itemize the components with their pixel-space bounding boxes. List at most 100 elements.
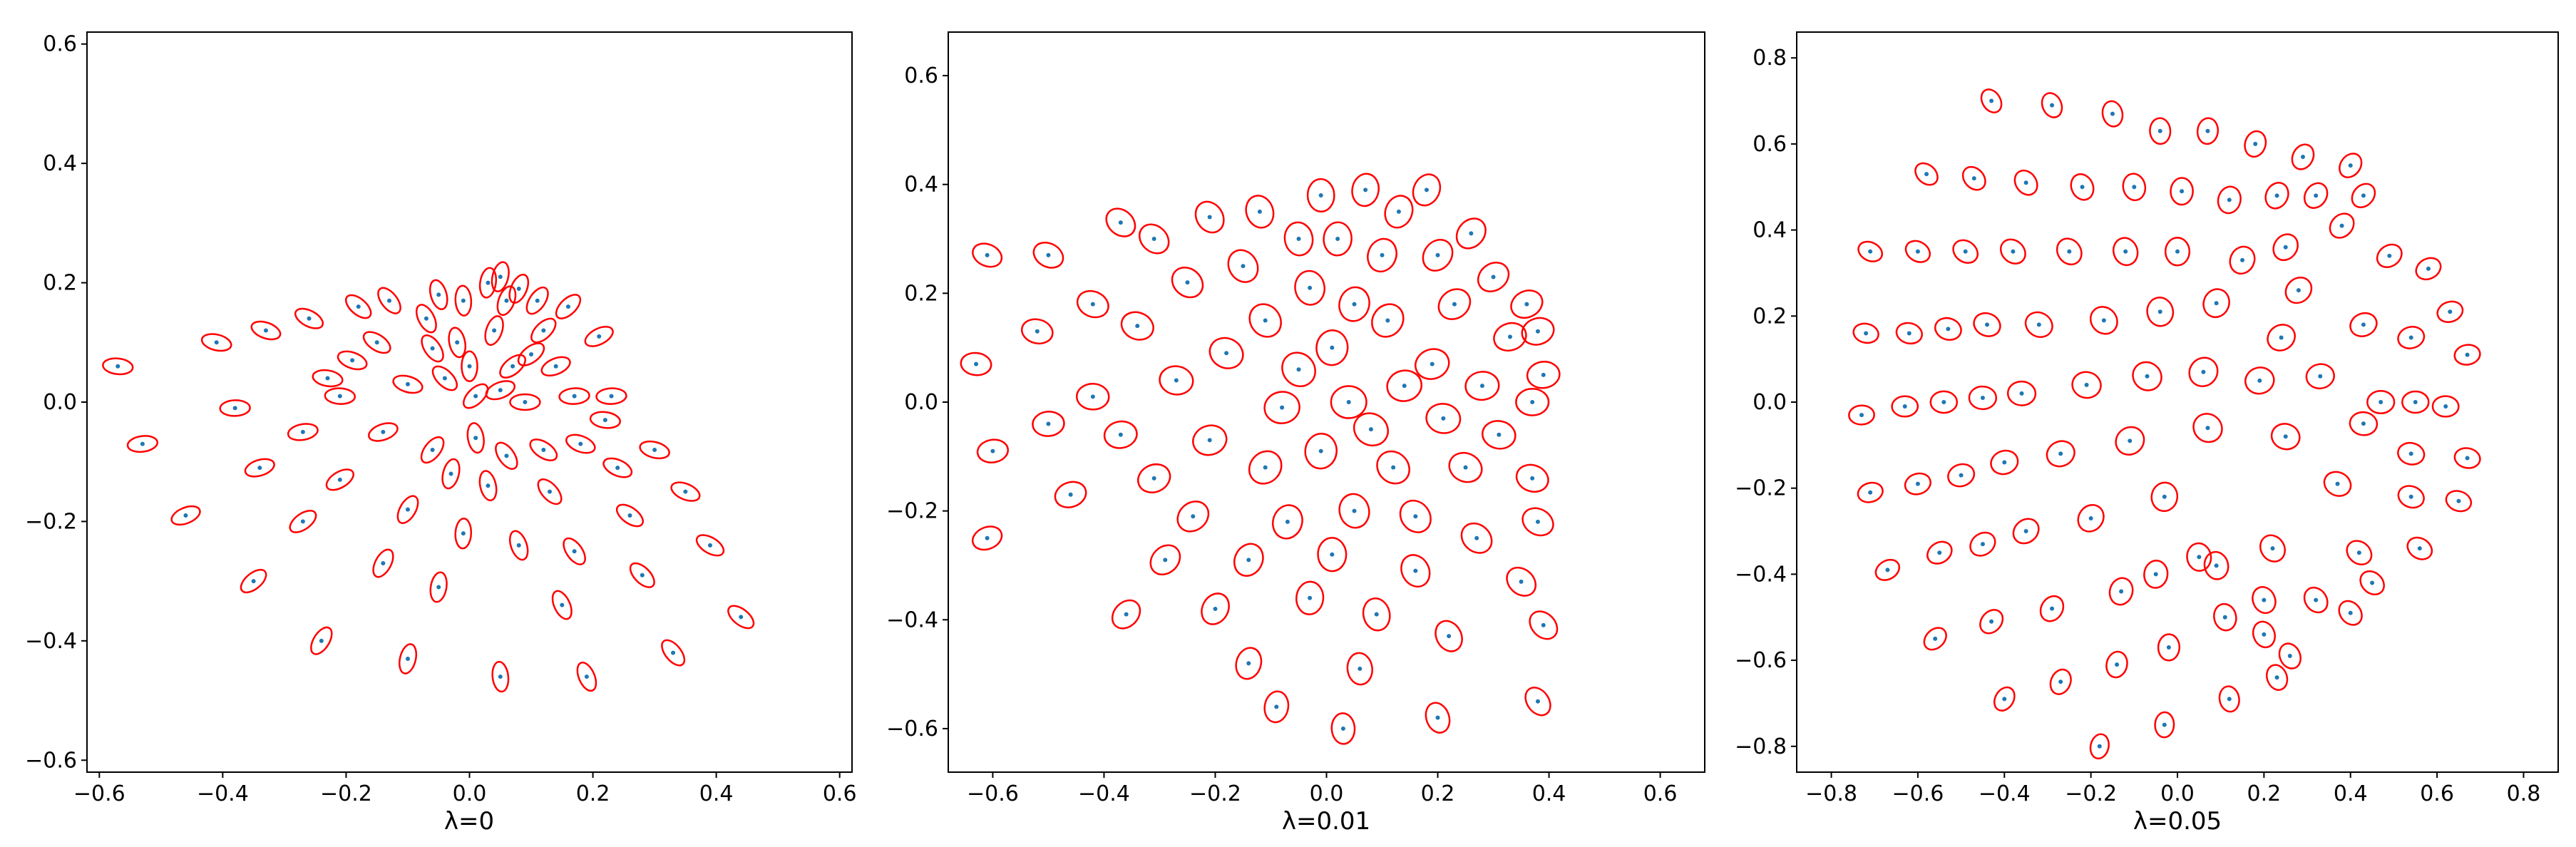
uncertainty-ellipse [2039,595,2065,622]
data-point [2318,374,2323,379]
uncertainty-ellipse [367,422,399,442]
uncertainty-ellipse [1848,404,1875,426]
data-point [1118,432,1123,437]
y-tick-label: 0.6 [43,32,77,57]
uncertainty-ellipse [1993,686,2016,712]
uncertainty-ellipse [1054,481,1087,508]
uncertainty-ellipse [2244,366,2275,395]
data-point [985,535,990,540]
data-point [1474,535,1479,540]
data-point [2084,382,2089,387]
data-point [739,615,744,620]
data-point [974,361,979,366]
uncertainty-ellipse [2303,586,2329,614]
uncertainty-ellipse [2170,177,2194,206]
data-point [1430,361,1435,366]
data-point [2456,498,2461,503]
data-point [1224,351,1229,356]
uncertainty-ellipse [337,350,368,371]
uncertainty-ellipse [1338,493,1370,529]
data-point [1068,492,1073,497]
uncertainty-ellipse [1283,221,1314,257]
y-tick-label: −0.4 [25,629,77,654]
data-point [2101,318,2106,323]
data-point [1507,334,1512,339]
data-point [2132,185,2137,190]
data-point [2279,335,2284,340]
x-axis-label: λ=0.05 [2133,807,2222,836]
uncertainty-ellipse [294,307,324,329]
x-tick-label: 0.0 [2160,781,2195,806]
data-point [1246,661,1251,666]
data-point [337,394,342,399]
data-point [652,447,657,452]
uncertainty-ellipse [421,334,444,363]
x-tick-label: 0.2 [576,781,610,806]
data-point [1241,264,1246,269]
uncertainty-ellipse [372,548,394,578]
data-point [1213,607,1218,612]
uncertainty-ellipse [429,279,448,310]
uncertainty-ellipse [2323,471,2352,497]
data-point [1191,514,1196,519]
uncertainty-ellipse [1149,544,1181,576]
data-point [2080,185,2085,190]
uncertainty-ellipse [2415,257,2442,281]
uncertainty-ellipse [1482,420,1517,450]
uncertainty-ellipse [250,320,282,341]
x-tick-label: 0.2 [1421,781,1455,806]
data-point [572,394,577,399]
uncertainty-ellipse [454,284,473,317]
data-point [1118,220,1123,225]
x-tick-label: −0.2 [320,781,372,806]
data-point [2205,426,2210,431]
uncertainty-ellipse [2339,153,2363,178]
uncertainty-ellipse [2401,390,2430,414]
uncertainty-ellipse [362,331,391,354]
data-point [1971,176,1976,181]
data-point [1163,558,1168,563]
uncertainty-ellipse [2192,413,2223,443]
data-point [1535,329,1540,334]
data-point [325,376,330,381]
data-point [1151,476,1156,481]
data-point [640,573,645,578]
data-point [1980,395,1985,400]
uncertainty-ellipse [484,315,504,346]
uncertainty-ellipse [540,356,571,377]
uncertainty-ellipse [1477,262,1510,292]
uncertainty-ellipse [2213,602,2237,632]
data-point [671,650,676,655]
data-point [1151,237,1156,242]
uncertainty-ellipse [976,438,1009,463]
uncertainty-ellipse [2453,344,2481,366]
y-tick-label: 0.2 [43,271,77,296]
uncertainty-ellipse [2101,100,2124,128]
uncertainty-ellipse [1346,652,1373,686]
uncertainty-ellipse [1248,303,1282,338]
data-point [1413,568,1418,573]
uncertainty-ellipse [1529,610,1559,640]
uncertainty-ellipse [639,440,670,460]
data-point [2157,128,2162,133]
uncertainty-ellipse [1192,424,1228,456]
data-point [1346,400,1351,404]
data-point [1530,476,1535,481]
data-layer [102,261,755,693]
data-point [2157,309,2162,314]
uncertainty-ellipse [2305,363,2335,390]
uncertainty-ellipse [1435,620,1463,652]
data-point [2002,460,2007,465]
uncertainty-ellipse [126,435,159,453]
data-point [486,280,491,285]
data-point [2348,610,2353,615]
x-tick-label: 0.6 [823,781,857,806]
uncertainty-ellipse [1891,395,1919,418]
data-point [1246,558,1251,563]
uncertainty-ellipse [2196,117,2220,145]
uncertainty-ellipse [2154,711,2175,739]
data-point [1296,367,1301,372]
data-point [2361,193,2366,198]
data-point [1915,249,1920,254]
data-point [2283,434,2288,439]
